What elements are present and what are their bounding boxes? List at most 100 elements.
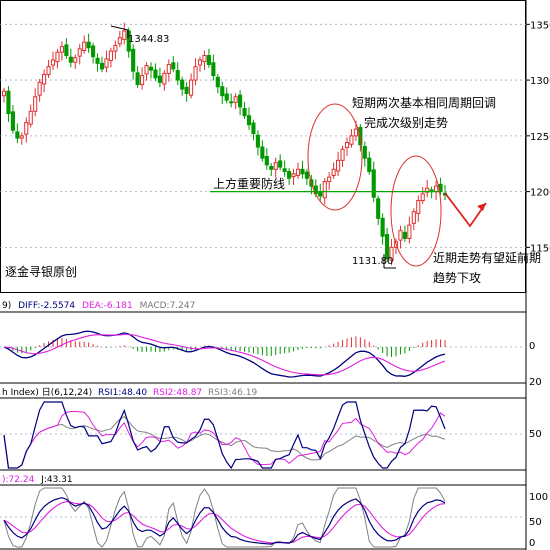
candle-body-64 [287, 171, 292, 179]
candle-body-7 [33, 96, 38, 112]
candle-body-8 [37, 81, 42, 96]
candle-body-52 [233, 96, 238, 103]
rsi3-value: RSI3:46.19 [208, 388, 257, 398]
candle-body-12 [55, 51, 60, 63]
candle-body-23 [104, 58, 109, 68]
candle-body-38 [171, 62, 176, 70]
kdj-tick-0: 0 [529, 538, 535, 549]
candle-body-17 [77, 48, 82, 57]
kdj-title: ):72.24 J:43.31 [2, 475, 73, 485]
candle-body-34 [153, 69, 158, 79]
candle-body-43 [193, 66, 198, 81]
candle-body-31 [140, 75, 145, 86]
candle-body-0 [1, 90, 7, 97]
price-tick-1200: 1200 [530, 188, 550, 199]
annotation-top-line1: 短期两次基本相同周期回调 [352, 96, 496, 110]
macd-tick-0: 0 [529, 341, 535, 352]
candle-body-40 [180, 79, 185, 90]
candle-body-50 [224, 93, 229, 101]
candle-body-75 [336, 159, 341, 172]
candle-body-3 [15, 131, 20, 139]
candle-body-66 [295, 168, 301, 176]
rsi2-line [3, 410, 446, 469]
candle-body-24 [108, 50, 113, 62]
candle-body-36 [162, 72, 167, 85]
candle-body-76 [340, 148, 345, 161]
candle-body-74 [331, 168, 336, 176]
candle-body-84 [376, 198, 381, 219]
candles [1, 22, 448, 266]
candle-body-51 [229, 101, 234, 104]
rsi1-value: RSI1:48.40 [98, 388, 147, 398]
candle-body-77 [344, 142, 350, 149]
candle-body-86 [385, 234, 390, 260]
candle-body-48 [215, 76, 220, 88]
candle-body-9 [42, 74, 47, 85]
price-tick-1150: 1150 [530, 243, 550, 254]
candle-body-61 [273, 162, 278, 170]
candle-body-42 [189, 79, 194, 96]
candle-body-35 [157, 75, 162, 83]
candle-body-53 [238, 94, 243, 108]
candle-body-63 [282, 168, 287, 173]
candle-body-68 [304, 171, 309, 179]
candle-body-91 [407, 224, 412, 239]
kdj-tick-50: 50 [529, 517, 542, 528]
candle-body-21 [95, 57, 100, 64]
annotation-bottom-line1: 近期走势有望延前期 [433, 250, 541, 265]
forecast-arrow [444, 192, 487, 228]
rsi-tick-50: 50 [529, 429, 542, 440]
price-tick-1250: 1250 [530, 132, 550, 143]
candle-body-46 [206, 55, 211, 65]
candle-body-87 [389, 246, 394, 261]
candle-body-6 [28, 110, 33, 125]
macd-macd-value: MACD:7.247 [140, 301, 196, 311]
rsi-title-prefix: h Index) 日(6,12,24) [2, 387, 92, 398]
candle-body-18 [82, 41, 87, 52]
candle-body-15 [68, 56, 73, 63]
candle-body-16 [73, 57, 78, 63]
rsi1-line [3, 401, 446, 470]
price-tick-1350: 1350 [530, 20, 550, 31]
candle-body-72 [322, 181, 327, 199]
candle-body-59 [264, 155, 269, 166]
kdj-j-line [3, 487, 446, 548]
ellipse-left [307, 103, 363, 211]
candle-body-2 [10, 111, 15, 131]
candle-body-1 [6, 90, 11, 115]
candle-body-79 [353, 128, 358, 137]
macd-bars [7, 336, 446, 358]
candle-body-58 [260, 146, 265, 159]
kdj-d-value: ):72.24 [2, 475, 35, 485]
kdj-d-line [3, 501, 446, 544]
macd-dea-value: DEA:-6.181 [82, 301, 133, 311]
candle-body-57 [255, 134, 260, 148]
candle-body-25 [113, 45, 118, 52]
candle-body-82 [367, 157, 372, 173]
candle-body-26 [117, 37, 122, 45]
candle-body-94 [420, 193, 425, 202]
kdj-j-value: J:43.31 [40, 475, 72, 485]
price-tick-1300: 1300 [530, 76, 550, 87]
candle-body-60 [269, 166, 274, 170]
candle-body-4 [19, 135, 24, 139]
price-axis: 1150 1200 1250 1300 1350 [526, 20, 550, 254]
candle-body-41 [184, 86, 189, 94]
macd-title: 9) DIFF:-2.5574 DEA:-6.181 MACD:7.247 [2, 301, 195, 311]
candle-body-10 [46, 66, 51, 75]
candle-body-78 [349, 135, 354, 145]
macd-tick-20: 20 [529, 377, 542, 388]
candle-body-92 [411, 211, 416, 224]
rsi2-value: RSI2:48.87 [153, 388, 202, 398]
candle-body-5 [24, 121, 29, 135]
candle-body-32 [144, 65, 149, 75]
candle-body-49 [220, 86, 225, 97]
candle-body-89 [398, 230, 403, 241]
candle-body-27 [122, 30, 127, 40]
candle-body-90 [402, 231, 407, 239]
annotation-support: 上方重要防线 [213, 176, 285, 191]
candle-body-39 [175, 70, 180, 81]
macd-title-prefix: 9) [2, 301, 11, 311]
